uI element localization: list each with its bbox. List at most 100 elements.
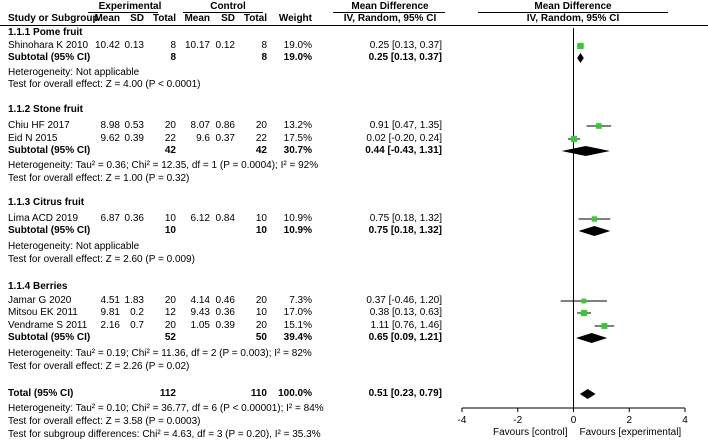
- favours-experimental-label: Favours [experimental]: [580, 427, 682, 438]
- exp-total: 12: [164, 307, 176, 318]
- exp-sd: 1.83: [124, 295, 144, 306]
- weight: 17.5%: [283, 133, 312, 144]
- ctrl-sd: 0.36: [215, 307, 235, 318]
- subtotal-ctrl-total: 50: [255, 332, 267, 343]
- total-heterogeneity-text: Heterogeneity: Tau² = 0.10; Chi² = 36.77…: [8, 403, 324, 414]
- header-study-or-subgroup: Study or Subgroup: [8, 13, 99, 24]
- exp-mean: 9.81: [100, 307, 120, 318]
- exp-mean: 9.62: [100, 133, 120, 144]
- mean-difference: 0.37 [-0.46, 1.20]: [366, 295, 442, 306]
- exp-sd: 0.53: [124, 120, 144, 131]
- header-underline-experimental: [88, 12, 158, 13]
- header-underline-control: [183, 12, 263, 13]
- exp-total: 20: [164, 295, 176, 306]
- ctrl-total: 20: [255, 295, 267, 306]
- weight: 10.9%: [283, 213, 312, 224]
- header-plot-method: IV, Random, 95% CI: [526, 13, 620, 24]
- mean-difference: 0.02 [-0.20, 0.24]: [366, 133, 442, 144]
- header-exp-total: Total: [152, 13, 176, 24]
- ctrl-total: 10: [255, 213, 267, 224]
- ctrl-mean: 9.6: [196, 133, 210, 144]
- overall-effect-text: Test for overall effect: Z = 2.26 (P = 0…: [8, 361, 190, 372]
- ctrl-total: 20: [255, 120, 267, 131]
- mean-difference: 0.91 [0.47, 1.35]: [369, 120, 442, 131]
- subgroup-title: 1.1.2 Stone fruit: [8, 104, 84, 115]
- ctrl-mean: 10.17: [184, 40, 210, 51]
- header-underline-md: [333, 12, 445, 13]
- study-name: Vendrame S 2011: [8, 320, 88, 331]
- ctrl-mean: 8.07: [190, 120, 210, 131]
- exp-total: 8: [170, 40, 176, 51]
- heterogeneity-text: Heterogeneity: Not applicable: [8, 241, 140, 252]
- ctrl-total: 8: [261, 40, 267, 51]
- subtotal-weight: 19.0%: [283, 52, 312, 63]
- mean-difference: 1.11 [0.76, 1.46]: [370, 320, 442, 331]
- x-tick-label: 4: [682, 415, 688, 426]
- exp-mean: 6.87: [100, 213, 120, 224]
- ctrl-mean: 4.14: [190, 295, 210, 306]
- weight: 13.2%: [283, 120, 312, 131]
- overall-effect-text: Test for overall effect: Z = 4.00 (P < 0…: [8, 79, 201, 90]
- exp-mean: 4.51: [100, 295, 120, 306]
- ctrl-sd: 0.46: [215, 295, 235, 306]
- overall-diamond: [579, 389, 596, 399]
- overall-effect-text: Test for overall effect: Z = 1.00 (P = 0…: [8, 173, 190, 184]
- subgroup-title: 1.1.3 Citrus fruit: [8, 197, 85, 208]
- heterogeneity-text: Heterogeneity: Tau² = 0.36; Chi² = 12.35…: [8, 160, 319, 171]
- exp-sd: 0.7: [130, 320, 144, 331]
- study-name: Eid N 2015: [8, 133, 58, 144]
- ctrl-sd: 0.37: [215, 133, 235, 144]
- x-tick-label: -4: [458, 415, 467, 426]
- study-name: Shinohara K 2010: [8, 40, 89, 51]
- weight: 15.1%: [283, 320, 312, 331]
- subtotal-md: 0.44 [-0.43, 1.31]: [365, 145, 442, 156]
- total-overall-effect-text: Test for overall effect: Z = 3.58 (P = 0…: [8, 416, 201, 427]
- ctrl-mean: 1.05: [190, 320, 210, 331]
- study-name: Jamar G 2020: [8, 295, 72, 306]
- total-md: 0.51 [0.23, 0.79]: [368, 388, 442, 399]
- study-name: Lima ACD 2019: [8, 213, 79, 224]
- study-point: [596, 123, 602, 129]
- header-weight: Weight: [278, 13, 312, 24]
- subtotal-exp-total: 42: [164, 145, 176, 156]
- subtotal-label: Subtotal (95% CI): [8, 332, 91, 343]
- subtotal-label: Subtotal (95% CI): [8, 225, 91, 236]
- ctrl-total: 10: [255, 307, 267, 318]
- study-name: Chiu HF 2017: [8, 120, 70, 131]
- subtotal-label: Subtotal (95% CI): [8, 145, 91, 156]
- mean-difference: 0.25 [0.13, 0.37]: [369, 40, 442, 51]
- weight: 17.0%: [283, 307, 312, 318]
- exp-total: 20: [164, 320, 176, 331]
- ctrl-sd: 0.86: [215, 120, 235, 131]
- weight: 7.3%: [289, 295, 312, 306]
- subtotal-md: 0.65 [0.09, 1.21]: [368, 332, 442, 343]
- subtotal-weight: 30.7%: [283, 145, 312, 156]
- subtotal-diamond: [578, 226, 611, 236]
- ctrl-sd: 0.39: [215, 320, 235, 331]
- exp-mean: 10.42: [94, 40, 120, 51]
- subtotal-exp-total: 10: [164, 225, 176, 236]
- total-weight: 100.0%: [278, 388, 312, 399]
- subtotal-ctrl-total: 42: [255, 145, 267, 156]
- x-tick-label: -2: [513, 415, 522, 426]
- heterogeneity-text: Heterogeneity: Not applicable: [8, 67, 140, 78]
- header-ctrl-mean: Mean: [184, 13, 210, 24]
- header-group-control: Control: [210, 1, 246, 12]
- exp-sd: 0.36: [124, 213, 144, 224]
- study-point: [581, 298, 587, 304]
- overall-effect-text: Test for overall effect: Z = 2.60 (P = 0…: [8, 254, 195, 265]
- header-exp-sd: SD: [130, 13, 144, 24]
- ctrl-mean: 9.43: [190, 307, 210, 318]
- exp-total: 10: [164, 213, 176, 224]
- exp-mean: 8.98: [100, 120, 120, 131]
- header-md-method: IV, Random, 95% CI: [343, 13, 437, 24]
- subtotal-md: 0.75 [0.18, 1.32]: [368, 225, 442, 236]
- header-ctrl-sd: SD: [221, 13, 235, 24]
- subtotal-weight: 10.9%: [283, 225, 312, 236]
- mean-difference: 0.38 [0.13, 0.63]: [369, 307, 442, 318]
- header-rule: [0, 25, 708, 26]
- exp-sd: 0.39: [124, 133, 144, 144]
- header-exp-mean: Mean: [94, 13, 120, 24]
- subtotal-exp-total: 8: [170, 52, 176, 63]
